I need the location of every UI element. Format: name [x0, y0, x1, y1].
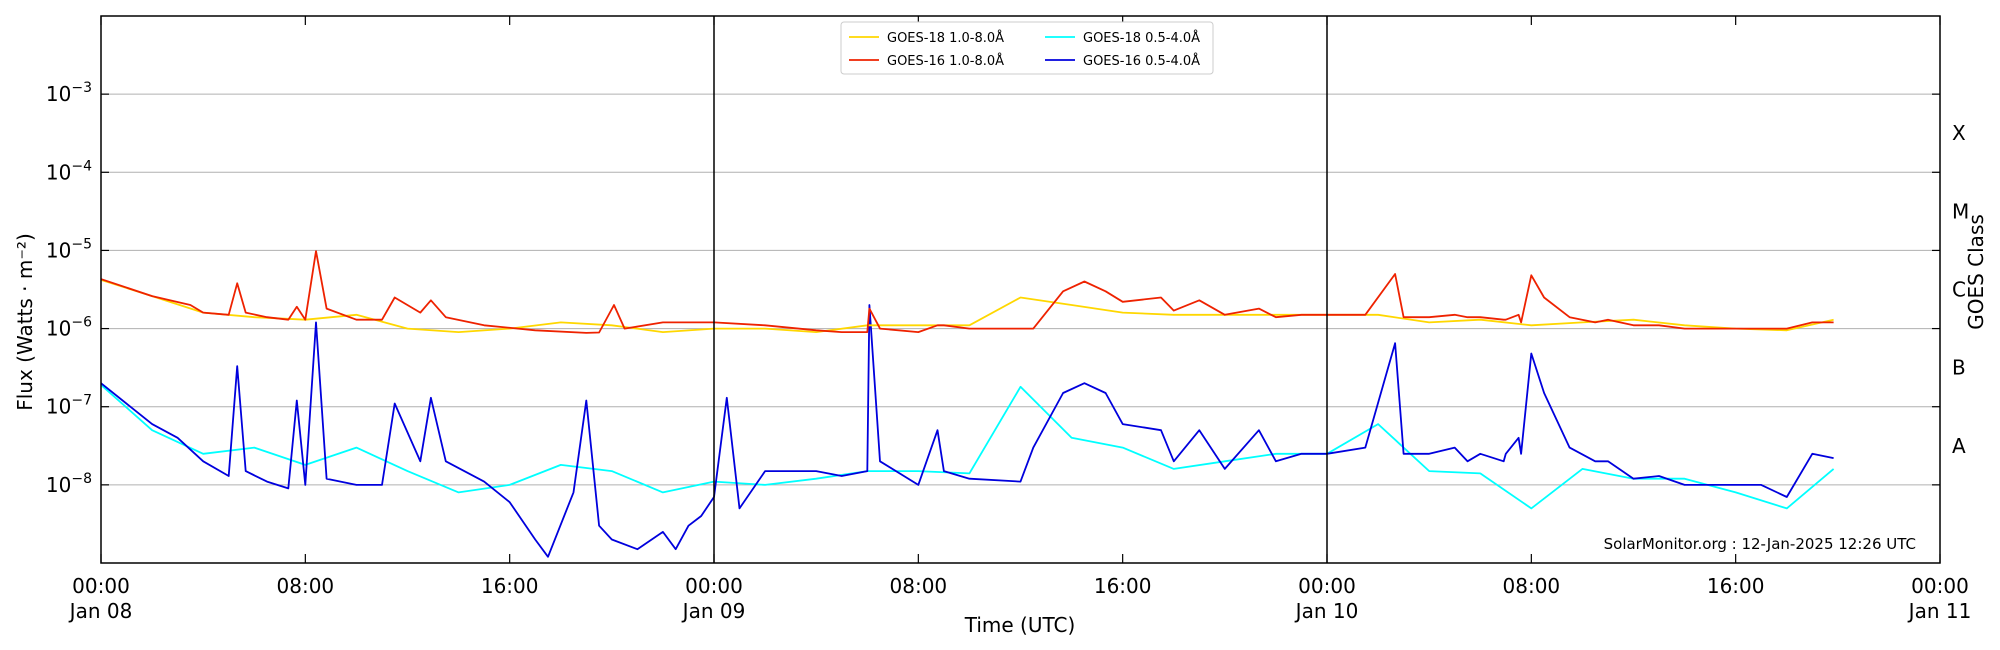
- plot-frame: [100, 15, 1941, 564]
- x-tick-label-time: 16:00: [481, 574, 539, 598]
- y-tick-labels: 10−810−710−610−510−410−3: [46, 80, 92, 497]
- series-group: [101, 250, 1835, 558]
- x-tick-label-time: 08:00: [277, 574, 335, 598]
- y-tick-base: 10: [46, 473, 71, 497]
- legend-box: [840, 21, 1214, 75]
- x-tick-label-time: 08:00: [890, 574, 948, 598]
- goes-class-label: M: [1952, 199, 1969, 223]
- x-tick-label-date: Jan 08: [68, 599, 133, 623]
- y-tick-base: 10: [46, 317, 71, 341]
- y-tick-exponent: −7: [71, 393, 92, 409]
- y-tick-base: 10: [46, 160, 71, 184]
- y-tick-label: 10−8: [46, 471, 92, 497]
- x-tick-label-date: Jan 09: [681, 599, 746, 623]
- y-tick-label: 10−7: [46, 393, 92, 419]
- goes-class-label: C: [1952, 278, 1966, 302]
- x-tick-label-date: Jan 11: [1907, 599, 1972, 623]
- goes-class-label: A: [1952, 434, 1966, 458]
- y-tick-base: 10: [46, 82, 71, 106]
- y-tick-exponent: −3: [71, 80, 92, 96]
- x-tick-label-time: 00:00: [72, 574, 130, 598]
- y-axis-title: Flux (Watts · m⁻²): [13, 233, 37, 411]
- x-tick-label-date: Jan 10: [1294, 599, 1359, 623]
- legend-label: GOES-18 0.5-4.0Å: [1083, 30, 1200, 46]
- x-tick-label-time: 00:00: [685, 574, 743, 598]
- x-tick-label-time: 16:00: [1707, 574, 1765, 598]
- y-tick-label: 10−3: [46, 80, 92, 106]
- y-tick-exponent: −6: [71, 315, 92, 331]
- series-line: [101, 304, 1834, 558]
- goes-class-labels: A B C M X: [1952, 121, 1969, 458]
- series-line: [101, 250, 1834, 334]
- credit-text: SolarMonitor.org : 12-Jan-2025 12:26 UTC: [1604, 535, 1916, 553]
- legend-label: GOES-16 1.0-8.0Å: [887, 53, 1004, 69]
- goes-class-label: B: [1952, 356, 1966, 380]
- y-tick-exponent: −8: [71, 471, 92, 487]
- y-tick-exponent: −4: [71, 158, 92, 174]
- goes-class-label: X: [1952, 121, 1966, 145]
- x-tick-label-time: 16:00: [1094, 574, 1152, 598]
- y2-axis-title: GOES Class: [1964, 214, 1988, 330]
- x-tick-label-time: 00:00: [1911, 574, 1969, 598]
- x-tick-label-time: 08:00: [1503, 574, 1561, 598]
- y-tick-label: 10−6: [46, 315, 92, 341]
- day-marker-lines: [713, 16, 1328, 563]
- y-tick-label: 10−5: [46, 236, 92, 262]
- x-axis-title: Time (UTC): [964, 613, 1076, 637]
- axis-ticks: [100, 16, 1941, 563]
- y-tick-base: 10: [46, 238, 71, 262]
- legend-label: GOES-18 1.0-8.0Å: [887, 30, 1004, 46]
- series-line: [101, 384, 1835, 510]
- y-tick-base: 10: [46, 395, 71, 419]
- legend: GOES-18 1.0-8.0Å GOES-16 1.0-8.0Å GOES-18 …: [840, 21, 1214, 75]
- legend-label: GOES-16 0.5-4.0Å: [1083, 53, 1200, 69]
- y-tick-exponent: −5: [71, 236, 92, 252]
- x-tick-label-time: 00:00: [1298, 574, 1356, 598]
- series-line: [101, 279, 1834, 334]
- y-tick-label: 10−4: [46, 158, 92, 184]
